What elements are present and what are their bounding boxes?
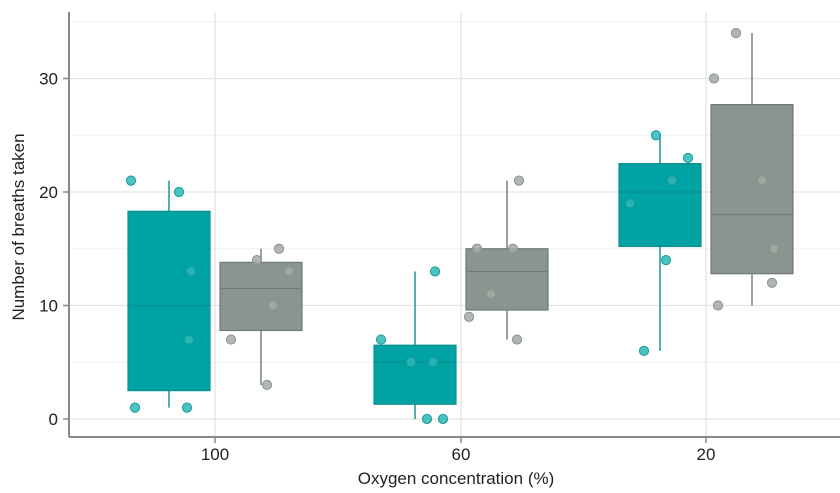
data-point	[666, 175, 678, 186]
data-point	[421, 413, 433, 425]
y-tick-label: 30	[39, 70, 58, 89]
data-point	[708, 73, 720, 84]
data-point	[511, 334, 523, 345]
y-axis-title: Number of breaths taken	[9, 133, 28, 320]
box-rect	[127, 210, 211, 392]
data-point	[463, 311, 475, 322]
data-point	[650, 130, 662, 141]
y-tick-label: 0	[49, 410, 58, 429]
data-point	[766, 277, 778, 288]
data-point	[507, 243, 519, 254]
boxes-group	[127, 33, 794, 419]
data-point	[129, 402, 141, 413]
data-point	[712, 300, 724, 311]
data-point	[485, 289, 497, 300]
data-point	[173, 186, 185, 198]
data-point	[261, 379, 273, 391]
data-point	[283, 266, 295, 277]
box-rect	[465, 248, 549, 311]
points-group	[125, 27, 780, 425]
data-point	[427, 357, 439, 368]
data-point	[682, 152, 694, 164]
data-point	[730, 27, 742, 39]
data-point	[768, 243, 780, 254]
data-point	[660, 255, 672, 266]
data-point	[471, 243, 483, 254]
data-point	[185, 266, 197, 277]
y-tick-label: 10	[39, 297, 58, 316]
data-point	[405, 357, 417, 368]
x-tick-label: 100	[201, 445, 229, 464]
data-point	[273, 243, 285, 254]
data-point	[375, 334, 387, 345]
data-point	[513, 175, 525, 186]
x-tick-label: 20	[697, 445, 716, 464]
box-rect	[373, 344, 457, 405]
y-ticks-group: 0 10 20 30	[39, 70, 69, 429]
data-point	[225, 334, 237, 345]
data-point	[756, 175, 768, 186]
data-point	[638, 345, 650, 356]
data-point	[267, 300, 279, 311]
data-point	[181, 402, 193, 413]
y-tick-label: 20	[39, 183, 58, 202]
x-tick-label: 60	[452, 445, 471, 464]
data-point	[624, 198, 636, 209]
x-axis-title: Oxygen concentration (%)	[358, 469, 555, 488]
x-ticks-group: 100 60 20	[201, 437, 716, 464]
data-point	[125, 175, 137, 186]
box-rect	[710, 104, 794, 275]
data-point	[437, 413, 449, 425]
data-point	[251, 255, 263, 266]
data-point	[183, 334, 195, 345]
data-point	[429, 266, 441, 277]
